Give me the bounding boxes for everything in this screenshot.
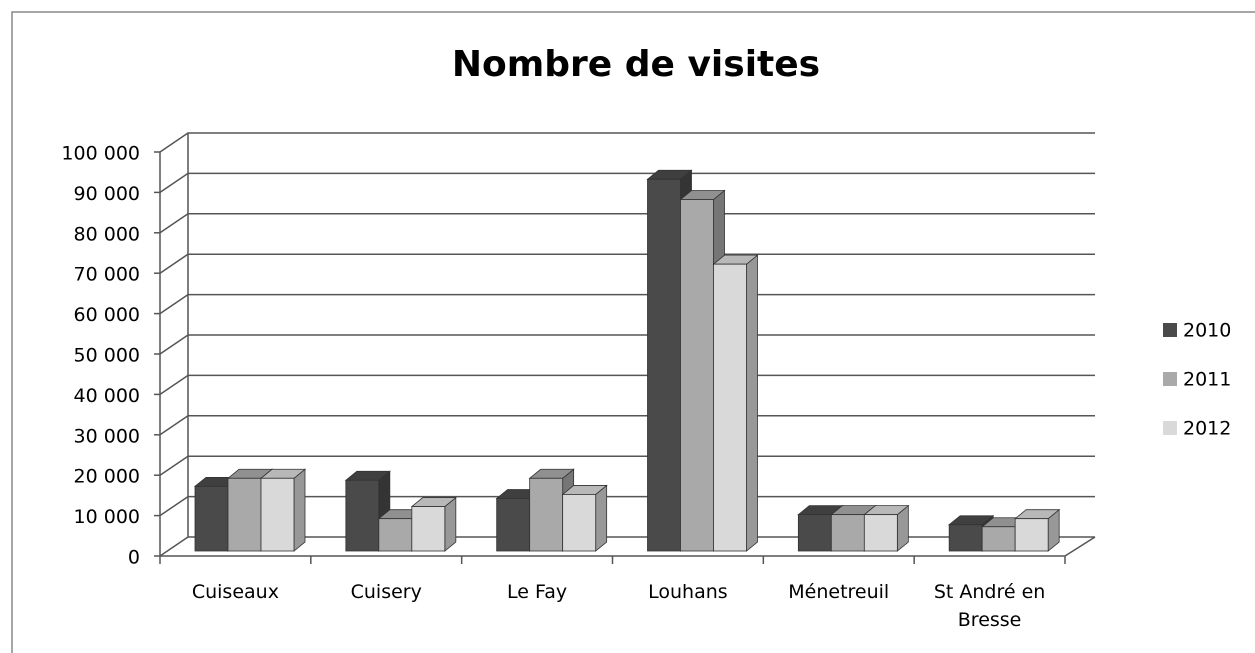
bar (194, 485, 229, 552)
x-tick-label: St André en Bresse (933, 581, 1046, 631)
y-tick-label: 50 000 (74, 345, 140, 367)
y-tick-label: 40 000 (74, 385, 140, 407)
legend-label: 2012 (1183, 418, 1231, 440)
y-tick-label: 20 000 (74, 466, 140, 488)
bar (260, 477, 295, 552)
grid-line (159, 374, 1095, 396)
x-tick-label: Cuiseaux (191, 581, 279, 603)
bar (1014, 518, 1049, 552)
y-tick-label: 0 (128, 547, 140, 569)
bar-side (595, 484, 608, 552)
grid-line (159, 334, 1095, 355)
bar (680, 199, 714, 552)
bar (948, 524, 983, 552)
bar (562, 494, 597, 552)
grid-line (159, 415, 1095, 436)
grid-line (159, 536, 1095, 557)
grid-line (159, 253, 1095, 274)
bar (713, 263, 747, 552)
grid-line (159, 132, 1095, 153)
y-tick-label: 90 000 (74, 183, 140, 205)
y-tick-label: 30 000 (74, 425, 140, 447)
bar (981, 526, 1016, 552)
chart-title: Nombre de visites (452, 44, 820, 85)
grid-line (159, 172, 1095, 194)
bar (227, 477, 262, 552)
bar (863, 514, 898, 552)
legend-swatch (1163, 372, 1177, 386)
legend-swatch (1163, 323, 1177, 337)
chart-border (11, 11, 1255, 653)
bar (647, 178, 681, 552)
grid-line (159, 213, 1095, 234)
bar (378, 518, 413, 552)
bar-side (293, 468, 306, 552)
x-tick-label: Cuisery (350, 581, 422, 603)
x-tick-label: Louhans (648, 581, 728, 603)
grid-line (159, 455, 1095, 476)
y-tick-label: 10 000 (74, 506, 140, 528)
bar (529, 477, 564, 552)
bar (830, 514, 865, 552)
legend-swatch (1163, 421, 1177, 435)
legend-label: 2011 (1183, 369, 1231, 391)
bar (797, 514, 832, 552)
legend-label: 2010 (1183, 320, 1231, 342)
bar (496, 498, 531, 552)
grid-line (159, 293, 1095, 315)
bar (411, 506, 446, 552)
y-tick-label: 70 000 (74, 264, 140, 286)
y-tick-label: 60 000 (74, 304, 140, 326)
bar (345, 479, 380, 552)
grid-line (159, 495, 1095, 517)
bar-side (746, 254, 758, 552)
x-tick-label: Le Fay (507, 581, 568, 603)
y-tick-label: 100 000 (61, 143, 140, 165)
x-tick-label: Ménetreuil (788, 581, 890, 603)
y-tick-label: 80 000 (74, 223, 140, 245)
